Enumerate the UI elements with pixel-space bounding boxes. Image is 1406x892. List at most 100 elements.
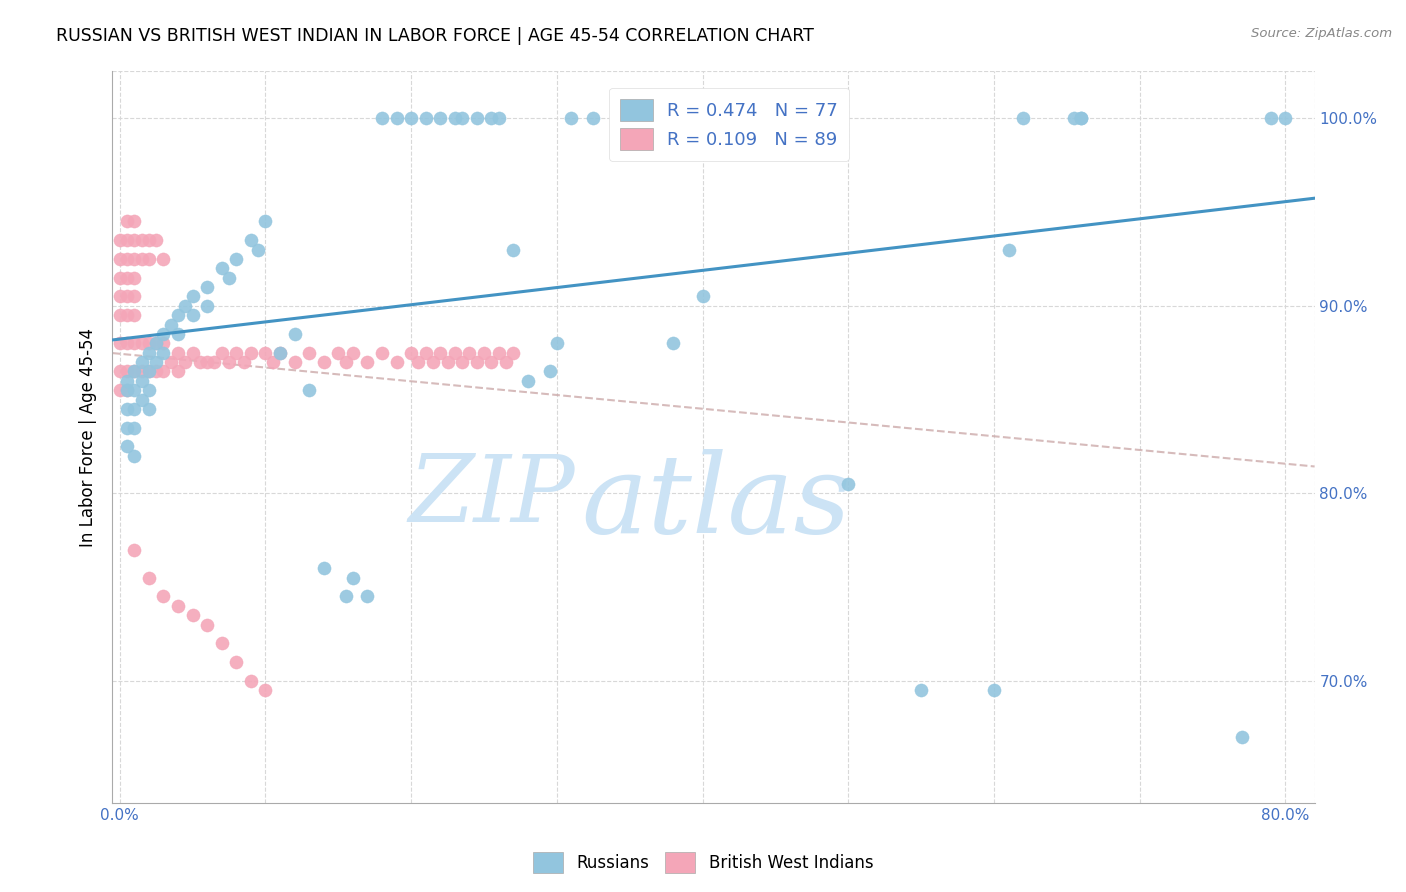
Point: [115, 374, 138, 388]
Point: [131, 364, 153, 378]
Point: [385, 112, 408, 126]
Point: [152, 252, 174, 266]
Point: [342, 345, 364, 359]
Point: [699, 112, 721, 126]
Point: [444, 112, 467, 126]
Point: [159, 355, 181, 369]
Point: [910, 683, 932, 698]
Point: [131, 252, 153, 266]
Point: [124, 420, 146, 434]
Point: [115, 420, 138, 434]
Text: RUSSIAN VS BRITISH WEST INDIAN IN LABOR FORCE | AGE 45-54 CORRELATION CHART: RUSSIAN VS BRITISH WEST INDIAN IN LABOR …: [56, 27, 814, 45]
Point: [124, 289, 146, 303]
Point: [415, 345, 437, 359]
Point: [983, 683, 1005, 698]
Point: [225, 655, 247, 669]
Point: [195, 355, 218, 369]
Point: [188, 355, 211, 369]
Point: [298, 345, 321, 359]
Point: [328, 345, 350, 359]
Point: [247, 243, 270, 257]
Point: [211, 345, 233, 359]
Point: [713, 112, 735, 126]
Point: [479, 355, 502, 369]
Point: [479, 112, 502, 126]
Point: [195, 617, 218, 632]
Point: [837, 477, 859, 491]
Y-axis label: In Labor Force | Age 45-54: In Labor Force | Age 45-54: [79, 327, 97, 547]
Point: [181, 345, 204, 359]
Point: [720, 112, 742, 126]
Point: [546, 336, 568, 351]
Point: [298, 383, 321, 397]
Point: [269, 345, 291, 359]
Point: [399, 112, 422, 126]
Point: [145, 364, 167, 378]
Point: [269, 345, 291, 359]
Point: [488, 345, 510, 359]
Text: atlas: atlas: [581, 450, 851, 557]
Point: [239, 233, 262, 247]
Point: [204, 355, 226, 369]
Legend: R = 0.474   N = 77, R = 0.109   N = 89: R = 0.474 N = 77, R = 0.109 N = 89: [609, 87, 849, 161]
Point: [232, 355, 254, 369]
Point: [451, 112, 474, 126]
Point: [115, 270, 138, 285]
Point: [335, 590, 357, 604]
Point: [451, 355, 474, 369]
Point: [115, 289, 138, 303]
Point: [167, 326, 190, 341]
Point: [115, 308, 138, 322]
Point: [612, 112, 634, 126]
Point: [1063, 112, 1085, 126]
Point: [662, 336, 685, 351]
Point: [239, 673, 262, 688]
Point: [152, 326, 174, 341]
Point: [167, 599, 190, 613]
Point: [495, 355, 517, 369]
Point: [138, 345, 160, 359]
Point: [342, 571, 364, 585]
Point: [436, 355, 458, 369]
Point: [181, 608, 204, 623]
Point: [356, 590, 378, 604]
Point: [131, 336, 153, 351]
Point: [174, 355, 197, 369]
Point: [138, 364, 160, 378]
Point: [1274, 112, 1296, 126]
Point: [218, 270, 240, 285]
Point: [371, 112, 394, 126]
Point: [124, 364, 146, 378]
Point: [167, 345, 190, 359]
Point: [254, 345, 277, 359]
Point: [429, 345, 451, 359]
Point: [138, 252, 160, 266]
Point: [115, 214, 138, 228]
Point: [356, 355, 378, 369]
Point: [997, 243, 1019, 257]
Point: [131, 355, 153, 369]
Point: [181, 308, 204, 322]
Point: [415, 112, 437, 126]
Point: [124, 401, 146, 416]
Point: [124, 270, 146, 285]
Point: [138, 383, 160, 397]
Point: [239, 345, 262, 359]
Point: [152, 345, 174, 359]
Point: [115, 364, 138, 378]
Point: [115, 233, 138, 247]
Point: [145, 355, 167, 369]
Point: [124, 383, 146, 397]
Point: [429, 112, 451, 126]
Point: [115, 440, 138, 454]
Point: [138, 401, 160, 416]
Point: [108, 364, 131, 378]
Point: [138, 336, 160, 351]
Point: [262, 355, 284, 369]
Point: [108, 308, 131, 322]
Point: [538, 364, 561, 378]
Point: [167, 308, 190, 322]
Point: [335, 355, 357, 369]
Point: [152, 364, 174, 378]
Point: [284, 355, 307, 369]
